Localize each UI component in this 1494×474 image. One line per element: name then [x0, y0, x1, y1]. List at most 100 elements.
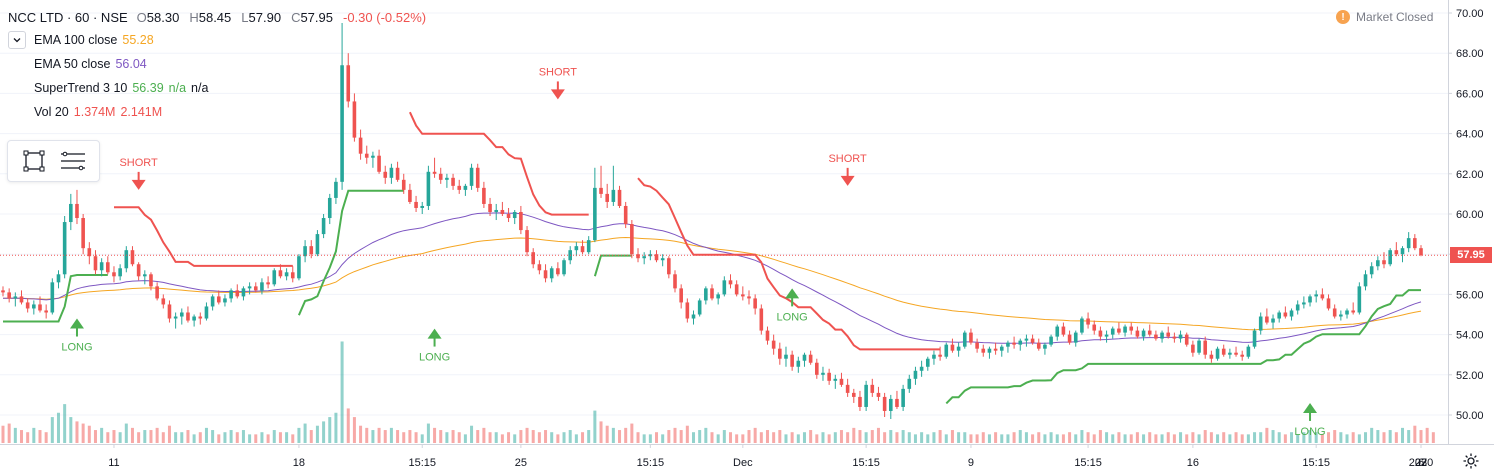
- volume-bar: [519, 430, 523, 443]
- volume-bar: [389, 427, 393, 443]
- volume-bar: [938, 430, 942, 443]
- volume-bar: [1364, 432, 1368, 443]
- volume-bar: [254, 434, 258, 443]
- candle-body: [303, 246, 307, 257]
- indicator-volume[interactable]: Vol 20 1.374M 2.141M: [34, 100, 431, 124]
- volume-bar: [211, 430, 215, 443]
- volume-bar: [802, 432, 806, 443]
- volume-bar: [482, 427, 486, 443]
- volume-bar: [1055, 434, 1059, 443]
- x-tick-label: 15:15: [637, 457, 665, 469]
- short-arrow: [131, 179, 146, 190]
- volume-bar: [167, 425, 171, 443]
- volume-bar: [550, 432, 554, 443]
- volume-bar: [322, 421, 326, 443]
- candle-body: [784, 354, 788, 359]
- volume-bar: [1228, 434, 1232, 443]
- long-label: LONG: [1294, 426, 1325, 438]
- candle-body: [1178, 334, 1183, 339]
- candle-body: [488, 203, 492, 212]
- indicator-value: 56.04: [115, 57, 147, 71]
- candle-body: [888, 398, 893, 411]
- candle-body: [660, 258, 665, 261]
- volume-bar: [13, 427, 17, 443]
- candle-body: [395, 167, 400, 180]
- candle-body: [408, 189, 412, 202]
- candle-body: [463, 185, 468, 190]
- candle-body: [99, 262, 104, 271]
- volume-bar: [1166, 432, 1170, 443]
- volume-bar: [1185, 434, 1189, 443]
- candle-body: [815, 362, 819, 375]
- ohlc-change: -0.30 (-0.52%): [343, 10, 427, 25]
- candle-body: [925, 358, 930, 367]
- volume-bar: [772, 432, 776, 443]
- y-tick-label: 50.00: [1456, 410, 1484, 422]
- candle-body: [1123, 326, 1127, 333]
- candle-body: [870, 384, 875, 393]
- volume-bar: [217, 434, 221, 443]
- candle-body: [962, 332, 967, 347]
- indicator-supertrend[interactable]: SuperTrend 3 10 56.39 n/a n/a: [34, 76, 431, 100]
- candle-body: [451, 177, 455, 186]
- long-label: LONG: [61, 342, 92, 354]
- candle-body: [747, 296, 751, 299]
- indicator-ema50[interactable]: EMA 50 close 56.04: [34, 52, 431, 76]
- gear-icon[interactable]: [1462, 452, 1480, 470]
- candle-body: [38, 304, 42, 311]
- long-arrow: [1303, 402, 1318, 413]
- candle-body: [124, 250, 129, 269]
- candle-body: [1154, 334, 1158, 339]
- candle-body: [13, 296, 18, 299]
- volume-bar: [291, 434, 295, 443]
- volume-bar: [1000, 434, 1004, 443]
- volume-bar: [876, 427, 880, 443]
- candle-body: [290, 272, 295, 279]
- rectangle-icon[interactable]: [19, 146, 49, 176]
- lines-icon[interactable]: [58, 146, 88, 176]
- candle-body: [75, 203, 79, 219]
- volume-bar: [124, 423, 128, 443]
- candle-body: [1345, 310, 1349, 315]
- volume-bar: [611, 427, 615, 443]
- volume-bar: [963, 432, 967, 443]
- volume-bar: [568, 430, 572, 443]
- candle-body: [617, 189, 622, 206]
- candle-body: [722, 280, 727, 295]
- candle-body: [771, 340, 776, 349]
- volume-bar: [100, 427, 104, 443]
- candle-body: [611, 189, 616, 202]
- candle-body: [482, 187, 486, 204]
- chevron-down-icon[interactable]: [8, 31, 26, 49]
- candle-body: [1043, 344, 1047, 349]
- indicator-ema100[interactable]: EMA 100 close 55.28: [8, 28, 431, 52]
- candle-body: [1271, 318, 1275, 323]
- volume-bar: [285, 432, 289, 443]
- candle-body: [229, 290, 233, 299]
- candle-body: [790, 354, 794, 367]
- volume-bar: [753, 427, 757, 443]
- candle-body: [1061, 326, 1066, 335]
- candle-body: [1098, 330, 1103, 337]
- x-tick-label: 15:15: [1302, 457, 1330, 469]
- y-tick-label: 70.00: [1456, 8, 1484, 20]
- candle-body: [667, 258, 671, 275]
- candle-body: [593, 187, 597, 241]
- volume-bar: [581, 432, 585, 443]
- candle-body: [586, 240, 591, 253]
- indicator-name: SuperTrend 3 10: [34, 81, 128, 95]
- volume-bar: [334, 412, 338, 443]
- candle-body: [728, 280, 733, 285]
- volume-bar: [920, 432, 924, 443]
- volume-bar: [704, 427, 708, 443]
- x-tick-label: 25: [515, 457, 527, 469]
- volume-bar: [679, 430, 683, 443]
- candle-body: [895, 398, 899, 407]
- indicator-value: 1.374M: [73, 105, 116, 119]
- candle-body: [574, 246, 579, 251]
- volume-bar: [1148, 432, 1152, 443]
- symbol-title[interactable]: NCC LTD · 60 · NSE: [8, 10, 128, 25]
- market-status[interactable]: ! Market Closed: [1336, 10, 1433, 24]
- volume-bar: [1216, 434, 1220, 443]
